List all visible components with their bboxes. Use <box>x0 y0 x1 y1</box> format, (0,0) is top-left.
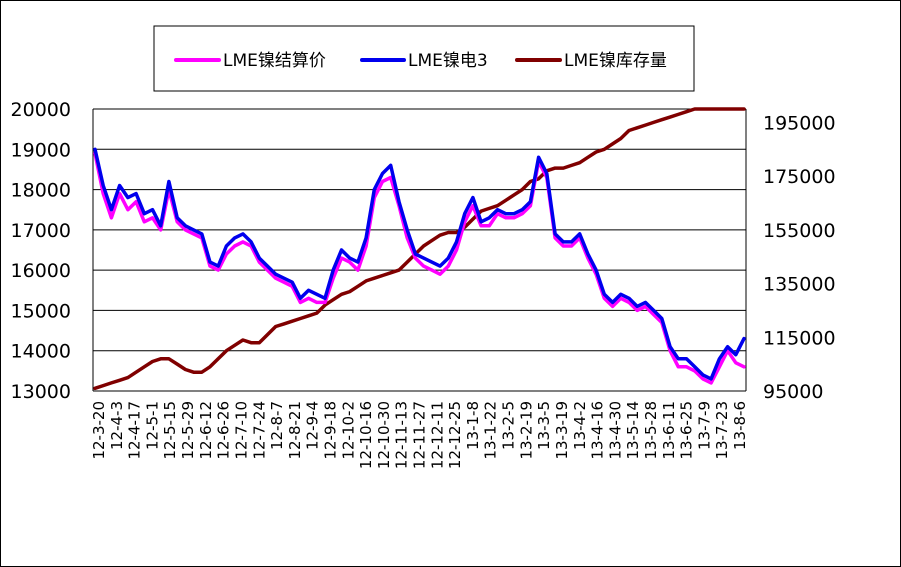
y-left-tick-label: 16000 <box>11 260 71 282</box>
x-tick-label: 12-10-16 <box>357 401 375 469</box>
x-tick-label: 13-5-14 <box>624 401 642 460</box>
x-tick-label: 13-3-5 <box>535 401 553 450</box>
x-tick-label: 12-11-27 <box>411 401 429 469</box>
x-tick-label: 12-12-11 <box>428 401 446 469</box>
y-left-tick-label: 14000 <box>11 341 71 363</box>
y-right-tick-label: 115000 <box>763 327 836 349</box>
x-tick-label: 13-4-30 <box>606 401 624 460</box>
y-right-tick-label: 175000 <box>763 166 836 188</box>
x-tick-label: 13-2-5 <box>500 401 518 450</box>
y-right-tick-label: 135000 <box>763 274 836 296</box>
x-tick-label: 13-3-19 <box>553 401 571 460</box>
x-tick-label: 12-11-13 <box>393 401 411 469</box>
x-axis-ticks: 12-3-20 12-4-3 12-4-17 12-5-1 12-5-15 12-5-29… <box>90 401 749 469</box>
right-axis-ticks: 95000 115000 135000 155000 175000 195000 <box>763 112 836 403</box>
x-tick-label: 13-7-9 <box>695 401 713 450</box>
y-left-tick-label: 15000 <box>11 300 71 322</box>
y-left-tick-label: 20000 <box>11 99 71 121</box>
y-right-tick-label: 155000 <box>763 220 836 242</box>
x-tick-label: 13-4-16 <box>589 401 607 460</box>
x-tick-label: 12-10-2 <box>339 401 357 460</box>
legend-label-spot3: LME镍电3 <box>408 51 488 71</box>
x-tick-label: 13-1-22 <box>482 401 500 460</box>
series-layer <box>93 107 746 391</box>
x-tick-label: 12-7-10 <box>232 401 250 460</box>
y-right-tick-label: 195000 <box>763 112 836 134</box>
x-tick-label: 13-1-8 <box>464 401 482 450</box>
x-tick-label: 13-2-19 <box>517 401 535 460</box>
series-line-inventory <box>93 107 746 391</box>
x-tick-label: 13-6-25 <box>678 401 696 460</box>
x-tick-label: 12-8-7 <box>268 401 286 450</box>
x-tick-label: 12-6-26 <box>215 401 233 460</box>
x-tick-label: 12-4-3 <box>108 401 126 450</box>
y-right-tick-label: 95000 <box>763 381 823 403</box>
x-tick-label: 13-8-6 <box>731 401 749 450</box>
series-line-spot3 <box>93 147 746 381</box>
y-left-tick-label: 17000 <box>11 220 71 242</box>
legend-label-inventory: LME镍库存量 <box>564 51 667 71</box>
x-tick-label: 12-12-25 <box>446 401 464 469</box>
legend-box <box>153 25 695 92</box>
axes <box>92 109 747 392</box>
left-axis-ticks: 13000 14000 15000 16000 17000 18000 19000 20000 <box>11 99 71 403</box>
y-left-tick-label: 13000 <box>11 381 71 403</box>
series-line-settlement <box>93 151 746 385</box>
x-tick-label: 12-8-21 <box>286 401 304 460</box>
legend-label-settlement: LME镍结算价 <box>223 51 326 71</box>
x-tick-label: 12-9-18 <box>321 401 339 460</box>
legend: LME镍结算价 LME镍电3 LME镍库存量 <box>153 25 695 92</box>
x-tick-label: 13-5-28 <box>642 401 660 460</box>
y-left-tick-label: 18000 <box>11 180 71 202</box>
x-tick-label: 13-7-23 <box>713 401 731 460</box>
x-tick-label: 13-6-11 <box>660 401 678 460</box>
x-tick-label: 12-9-4 <box>304 401 322 450</box>
x-tick-label: 13-4-2 <box>571 401 589 450</box>
x-tick-label: 12-5-15 <box>161 401 179 460</box>
x-tick-label: 12-7-24 <box>250 401 268 460</box>
x-tick-label: 12-4-17 <box>126 401 144 460</box>
x-tick-label: 12-10-30 <box>375 401 393 469</box>
x-tick-label: 12-5-1 <box>143 401 161 450</box>
x-tick-label: 12-6-12 <box>197 401 215 460</box>
gridlines <box>93 108 746 352</box>
x-tick-label: 12-5-29 <box>179 401 197 460</box>
x-tick-label: 12-3-20 <box>90 401 108 460</box>
y-left-tick-label: 19000 <box>11 139 71 161</box>
